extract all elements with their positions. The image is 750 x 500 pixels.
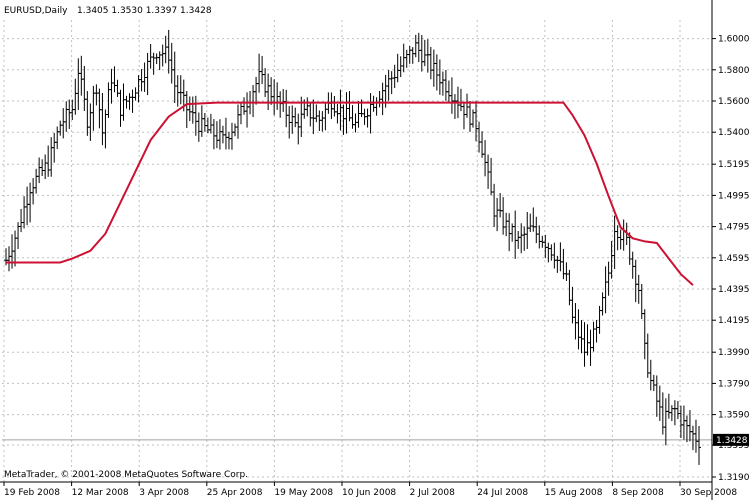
last-price-label: 1.3428 — [716, 436, 748, 446]
time-axis: 19 Feb 2008 12 Mar 2008 3 Apr 2008 25 Apr 2… — [3, 482, 737, 498]
y-tick-label: 1.5400 — [718, 128, 750, 138]
x-tick-label: 3 Apr 2008 — [139, 488, 189, 498]
x-tick-label: 25 Apr 2008 — [207, 488, 263, 498]
y-tick-label: 1.4195 — [718, 316, 750, 326]
y-tick-label: 1.3990 — [718, 348, 750, 358]
x-tick-label: 30 Sep 2008 — [680, 488, 737, 498]
x-tick-label: 10 Jun 2008 — [342, 488, 396, 498]
y-tick-label: 1.5800 — [718, 66, 750, 76]
y-tick-label: 1.3590 — [718, 411, 750, 421]
x-tick-label: 15 Aug 2008 — [545, 488, 603, 498]
indicator-line — [6, 101, 694, 286]
price-axis: 1.6000 1.5800 1.5600 1.5400 1.5195 1.4995 1.47… — [712, 35, 750, 483]
indicator-layer — [6, 101, 694, 286]
copyright-label: MetaTrader, © 2001-2008 MetaQuotes Softw… — [4, 470, 248, 480]
x-tick-label: 19 May 2008 — [274, 488, 333, 498]
y-tick-label: 1.6000 — [718, 35, 750, 45]
x-tick-label: 24 Jul 2008 — [477, 488, 528, 498]
y-tick-label: 1.5195 — [718, 160, 750, 170]
chart-symbol-label: EURUSD,Daily — [4, 6, 68, 16]
chart-ohlc-label: 1.3405 1.3530 1.3397 1.3428 — [77, 6, 212, 16]
y-tick-label: 1.4595 — [718, 254, 750, 264]
y-tick-label: 1.5600 — [718, 97, 750, 107]
x-tick-label: 19 Feb 2008 — [4, 488, 60, 498]
y-tick-label: 1.4995 — [718, 191, 750, 201]
y-tick-label: 1.4795 — [718, 223, 750, 233]
y-tick-label: 1.3395 — [718, 441, 750, 451]
ohlc-bar — [696, 425, 701, 465]
x-tick-label: 8 Sep 2008 — [612, 488, 664, 498]
y-tick-label: 1.4395 — [718, 285, 750, 295]
x-tick-label: 2 Jul 2008 — [410, 488, 455, 498]
x-tick-label: 12 Mar 2008 — [72, 488, 129, 498]
last-price-marker: 1.3428 — [713, 433, 749, 446]
y-tick-label: 1.3790 — [718, 379, 750, 389]
y-tick-label: 1.3190 — [718, 473, 750, 483]
grid-layer — [2, 20, 712, 482]
